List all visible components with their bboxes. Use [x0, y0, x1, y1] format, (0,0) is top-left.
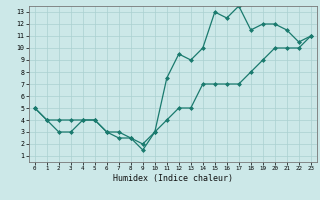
X-axis label: Humidex (Indice chaleur): Humidex (Indice chaleur) — [113, 174, 233, 183]
